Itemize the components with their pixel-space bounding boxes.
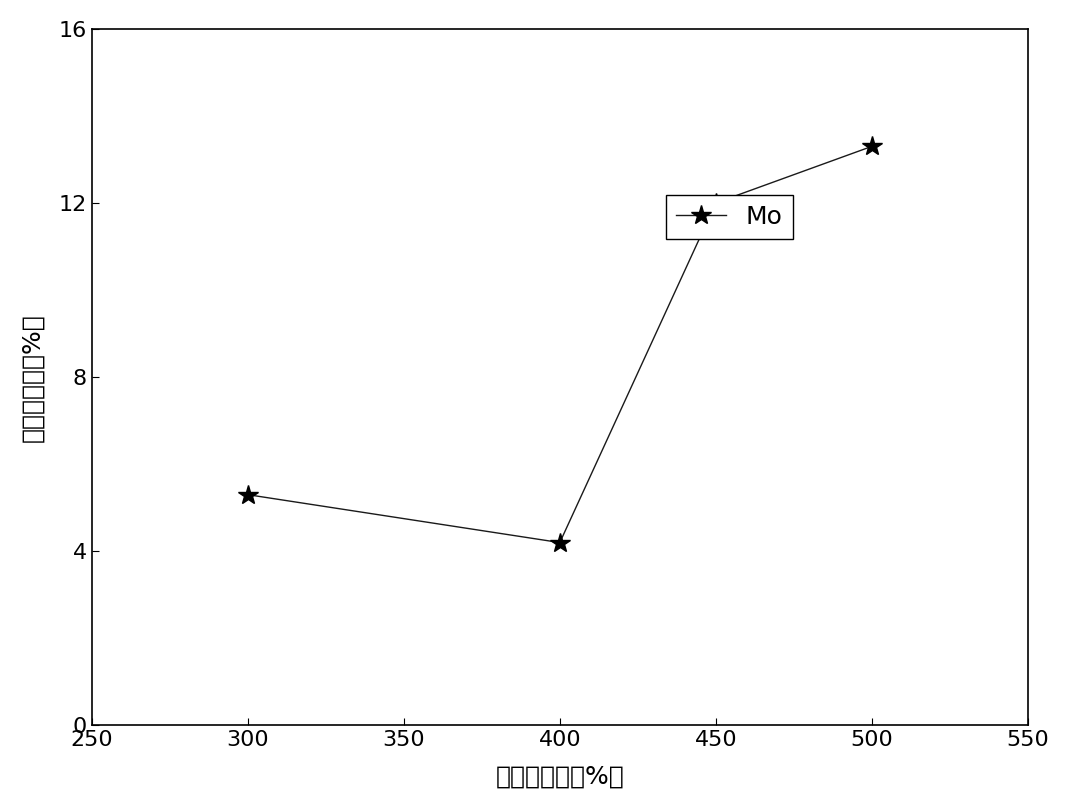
X-axis label: 盐酸的用量（%）: 盐酸的用量（%）	[495, 765, 624, 788]
Y-axis label: 钒的浸出率（%）: 钒的浸出率（%）	[20, 313, 45, 442]
Mo	[709, 198, 722, 208]
Mo	[553, 538, 566, 548]
Mo	[242, 489, 255, 499]
Line: Mo: Mo	[238, 136, 883, 553]
Legend: Mo: Mo	[666, 195, 793, 239]
Mo	[866, 142, 878, 151]
